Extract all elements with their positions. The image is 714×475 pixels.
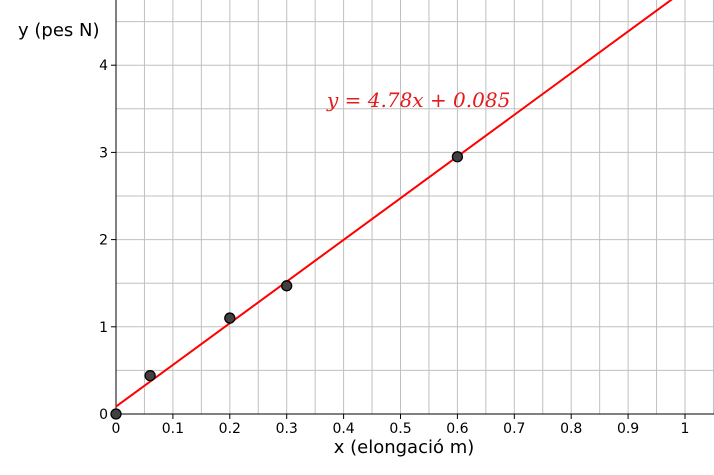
x-tick-label: 0.2 <box>219 421 241 437</box>
x-tick-label: 0.6 <box>446 421 468 437</box>
y-tick-label: 1 <box>99 320 108 336</box>
data-point <box>110 408 122 420</box>
data-point <box>451 151 464 163</box>
x-tick-label: 0.8 <box>560 421 582 437</box>
grid <box>116 0 714 414</box>
data-points <box>110 151 464 420</box>
y-tick-label: 0 <box>99 407 108 423</box>
y-axis-title: y (pes N) <box>18 20 99 41</box>
axes <box>111 0 714 419</box>
x-tick-label: 0.7 <box>503 421 525 437</box>
x-tick-label: 0.3 <box>276 421 298 437</box>
tick-labels: 0 0.1 0.2 0.3 0.4 0.5 0.6 0.7 0.8 0.9 1 0 1 2 3 4 <box>99 58 689 437</box>
x-tick-label: 0.5 <box>389 421 411 437</box>
y-tick-label: 3 <box>99 145 108 161</box>
y-tick-label: 4 <box>99 58 108 74</box>
data-point <box>224 312 236 324</box>
x-axis-title: x (elongació m) <box>334 437 475 458</box>
x-tick-label: 0.4 <box>332 421 354 437</box>
x-tick-label: 1 <box>681 421 690 437</box>
data-point <box>281 280 293 292</box>
fit-line-group <box>115 0 673 408</box>
x-tick-label: 0.9 <box>617 421 639 437</box>
x-tick-label: 0.1 <box>162 421 184 437</box>
y-tick-label: 2 <box>99 233 108 249</box>
fit-line <box>115 0 673 408</box>
data-point <box>144 369 156 382</box>
x-tick-label: 0 <box>112 421 121 437</box>
regression-equation: y = 4.78x + 0.085 <box>326 88 510 112</box>
